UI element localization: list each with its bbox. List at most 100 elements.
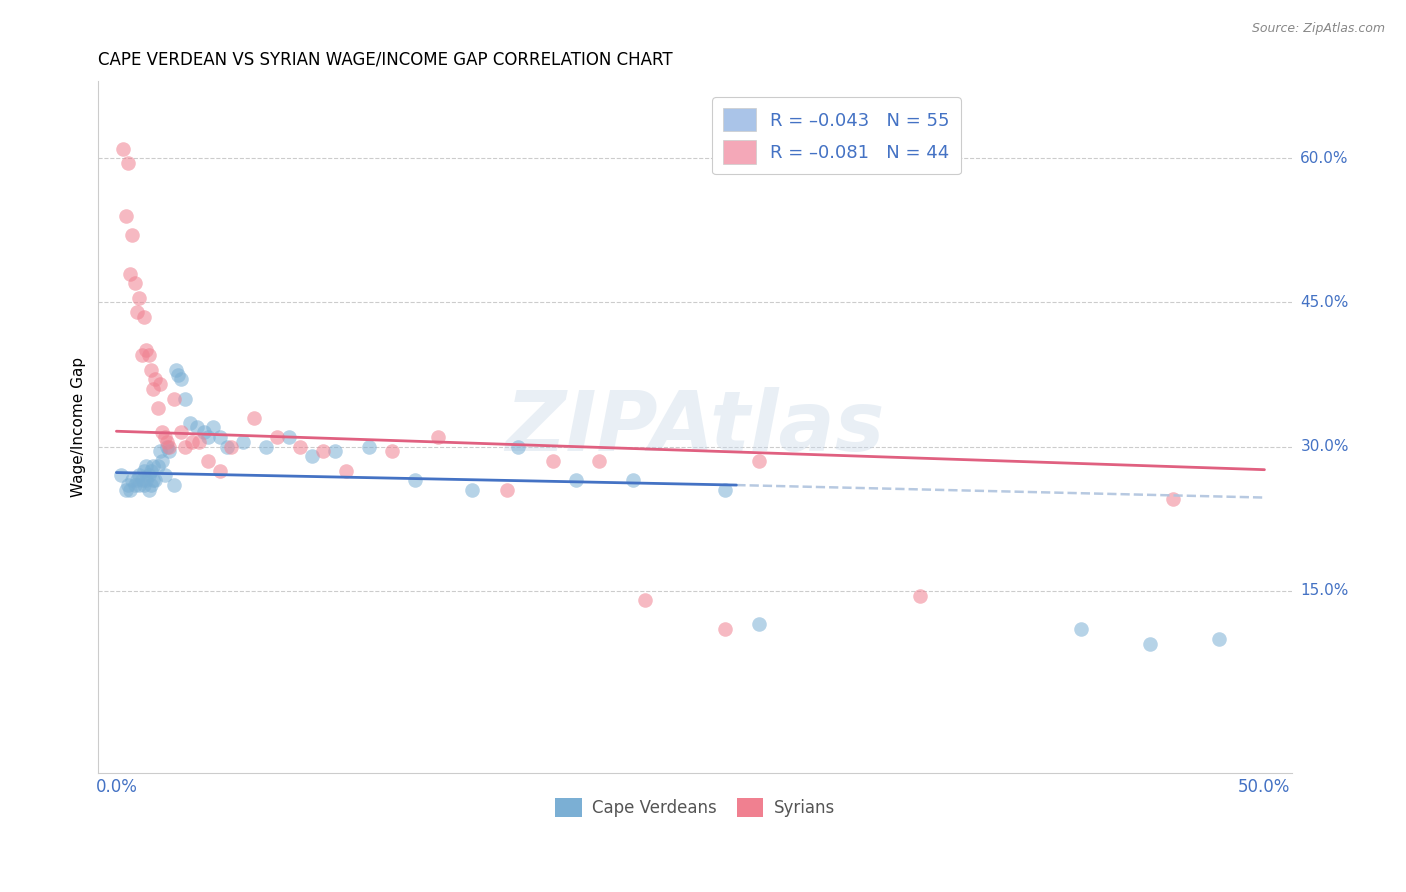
Point [132,310,155,324]
Point [232,434,254,449]
Point [426,430,449,444]
Point [135,458,157,473]
Point [277,430,299,444]
Point [138,483,160,497]
Point [541,454,564,468]
Point [174,392,197,406]
Point [156,434,179,449]
Point [208,464,231,478]
Point [179,416,201,430]
Point [128,468,150,483]
Legend: Cape Verdeans, Syrians: Cape Verdeans, Syrians [548,791,841,824]
Point [495,483,517,497]
Point [124,276,146,290]
Point [266,430,288,444]
Point [117,156,139,170]
Point [215,440,238,454]
Point [621,473,644,487]
Point [142,382,165,396]
Point [633,593,655,607]
Point [120,483,142,497]
Text: ZIPAtlas: ZIPAtlas [505,387,884,468]
Point [149,377,172,392]
Point [138,348,160,362]
Text: CAPE VERDEAN VS SYRIAN WAGE/INCOME GAP CORRELATION CHART: CAPE VERDEAN VS SYRIAN WAGE/INCOME GAP C… [98,51,672,69]
Point [197,454,219,468]
Point [186,420,208,434]
Point [145,473,167,487]
Point [1161,492,1184,507]
Point [128,478,150,492]
Point [163,478,186,492]
Point [124,478,146,492]
Point [114,483,136,497]
Point [312,444,335,458]
Text: 45.0%: 45.0% [1301,295,1348,310]
Y-axis label: Wage/Income Gap: Wage/Income Gap [72,358,86,498]
Text: 60.0%: 60.0% [1301,151,1348,166]
Point [323,444,346,458]
Point [120,267,142,281]
Point [167,368,190,382]
Point [131,473,153,487]
Point [357,440,380,454]
Text: 15.0%: 15.0% [1301,583,1348,599]
Point [748,454,770,468]
Point [170,372,193,386]
Point [128,291,150,305]
Point [208,430,231,444]
Point [461,483,484,497]
Point [1208,632,1230,646]
Point [132,464,155,478]
Point [153,430,176,444]
Point [170,425,193,440]
Point [288,440,311,454]
Point [714,622,737,636]
Point [564,473,586,487]
Point [142,458,165,473]
Point [153,468,176,483]
Point [121,228,143,243]
Point [139,478,162,492]
Point [301,449,323,463]
Point [142,473,165,487]
Point [1070,622,1092,636]
Point [404,473,426,487]
Point [157,440,180,454]
Point [145,372,167,386]
Point [219,440,242,454]
Point [1139,637,1161,651]
Point [110,468,132,483]
Point [714,483,737,497]
Point [381,444,404,458]
Point [163,392,186,406]
Point [193,425,215,440]
Point [908,589,931,603]
Point [243,410,266,425]
Point [188,434,211,449]
Point [138,468,160,483]
Point [748,617,770,632]
Point [201,420,224,434]
Point [139,464,162,478]
Point [197,430,219,444]
Text: 30.0%: 30.0% [1301,439,1348,454]
Point [146,401,169,416]
Point [165,362,187,376]
Point [135,343,157,358]
Point [117,478,139,492]
Point [125,305,148,319]
Point [508,440,530,454]
Point [132,478,155,492]
Point [254,440,277,454]
Point [150,454,173,468]
Point [139,362,162,376]
Text: Source: ZipAtlas.com: Source: ZipAtlas.com [1251,22,1385,36]
Point [121,473,143,487]
Point [125,473,148,487]
Point [174,440,197,454]
Point [149,444,172,458]
Point [181,434,204,449]
Point [112,142,135,156]
Point [146,458,169,473]
